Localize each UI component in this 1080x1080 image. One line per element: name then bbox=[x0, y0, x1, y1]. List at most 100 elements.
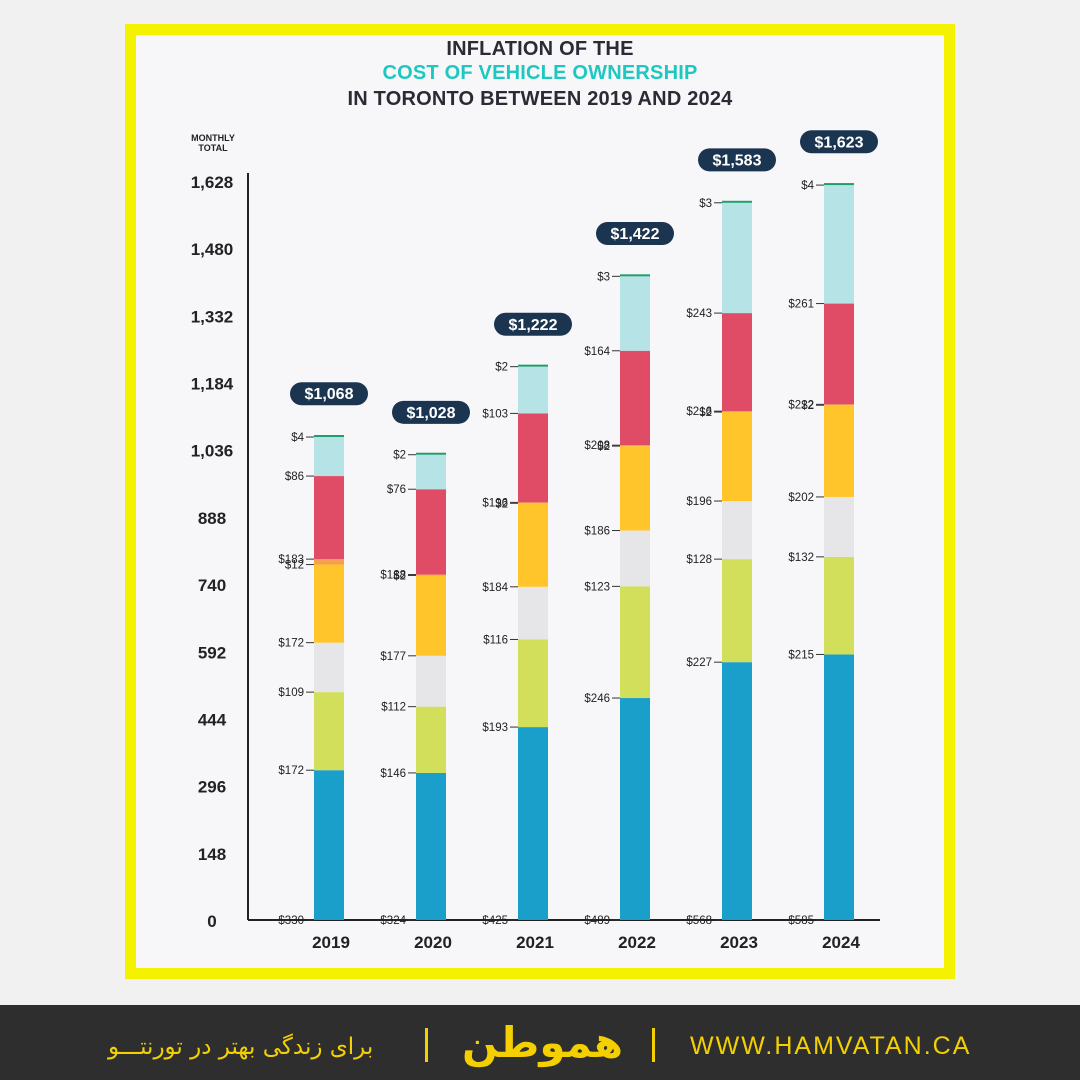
segment-value-label: $76 bbox=[387, 484, 406, 496]
x-tick-label: 2019 bbox=[312, 933, 350, 952]
segment-value-label: $261 bbox=[788, 299, 814, 311]
footer-separator bbox=[652, 1028, 655, 1062]
segment-value-label: $330 bbox=[278, 915, 304, 927]
bar-segment bbox=[518, 639, 548, 728]
y-tick-label: 592 bbox=[198, 643, 226, 662]
segment-value-label: $112 bbox=[381, 702, 406, 714]
segment-value-label: $3 bbox=[597, 271, 610, 283]
y-tick-label: 148 bbox=[198, 845, 226, 864]
segment-value-label: $4 bbox=[801, 180, 814, 192]
total-badge bbox=[494, 312, 572, 336]
segment-value-label: $202 bbox=[788, 492, 814, 504]
segment-value-label: $196 bbox=[482, 497, 508, 509]
segment-value-label: $4 bbox=[291, 432, 304, 444]
segment-value-label: $186 bbox=[584, 526, 610, 538]
bar-segment bbox=[416, 574, 446, 576]
bar-segment bbox=[722, 559, 752, 663]
bar-segment bbox=[620, 274, 650, 277]
chart-title-line3: IN TORONTO BETWEEN 2019 AND 2024 bbox=[347, 88, 733, 110]
bar-segment bbox=[518, 503, 548, 587]
y-tick-label: 1,036 bbox=[191, 442, 234, 461]
bar-segment bbox=[722, 202, 752, 314]
bar-segment bbox=[518, 586, 548, 640]
bar-segment bbox=[416, 772, 446, 920]
bar-segment bbox=[416, 454, 446, 490]
bar-segment bbox=[518, 727, 548, 920]
y-axis-label-line2: TOTAL bbox=[198, 143, 228, 153]
total-badge bbox=[698, 148, 776, 172]
total-label: $1,068 bbox=[305, 386, 354, 403]
segment-value-label: $227 bbox=[686, 657, 712, 669]
bar-segment bbox=[620, 445, 650, 447]
total-label: $1,222 bbox=[509, 317, 558, 334]
segment-value-label: $222 bbox=[788, 399, 814, 411]
segment-value-label: $128 bbox=[686, 554, 712, 566]
segment-value-label: $489 bbox=[584, 915, 610, 927]
bar-segment bbox=[722, 662, 752, 920]
bar-segment bbox=[620, 586, 650, 699]
segment-value-label: $216 bbox=[686, 406, 712, 418]
total-badge bbox=[596, 221, 674, 245]
x-tick-label: 2024 bbox=[822, 933, 860, 952]
segment-value-label: $164 bbox=[584, 346, 610, 358]
footer-separator bbox=[425, 1028, 428, 1062]
segment-value-label: $2 bbox=[495, 362, 508, 374]
y-tick-label: 1,628 bbox=[191, 173, 234, 192]
bar-segment bbox=[620, 530, 650, 587]
bar-segment bbox=[416, 655, 446, 707]
chart-title-line1: INFLATION OF THE bbox=[446, 38, 634, 60]
segment-value-label: $2 bbox=[699, 407, 712, 419]
segment-value-label: $116 bbox=[483, 634, 508, 646]
bar-segment bbox=[722, 200, 752, 203]
segment-value-label: $188 bbox=[380, 570, 406, 582]
segment-value-label: $243 bbox=[686, 308, 712, 320]
total-label: $1,028 bbox=[407, 405, 456, 422]
total-label: $1,623 bbox=[815, 134, 864, 151]
segment-value-label: $193 bbox=[482, 722, 508, 734]
segment-value-label: $172 bbox=[278, 765, 304, 777]
segment-value-label: $2 bbox=[801, 400, 814, 412]
segment-value-label: $568 bbox=[686, 915, 712, 927]
footer-bar bbox=[0, 1005, 1080, 1080]
bar-segment bbox=[722, 501, 752, 560]
y-axis-label-line1: MONTHLY bbox=[191, 133, 235, 143]
bar-segment bbox=[518, 502, 548, 504]
segment-value-label: $103 bbox=[482, 408, 508, 420]
segment-value-label: $12 bbox=[285, 560, 304, 572]
y-tick-label: 1,184 bbox=[191, 375, 234, 394]
total-badge bbox=[290, 382, 368, 406]
chart-title-line2: COST OF VEHICLE OWNERSHIP bbox=[382, 62, 698, 84]
bar-segment bbox=[416, 489, 446, 575]
segment-value-label: $109 bbox=[278, 687, 304, 699]
bar-segment bbox=[314, 435, 344, 438]
bar-segment bbox=[620, 350, 650, 446]
segment-value-label: $246 bbox=[584, 693, 610, 705]
bar-segment bbox=[518, 366, 548, 414]
total-label: $1,583 bbox=[713, 152, 762, 169]
footer-url[interactable]: WWW.HAMVATAN.CA bbox=[690, 1032, 972, 1060]
segment-value-label: $196 bbox=[686, 496, 712, 508]
bar-segment bbox=[824, 556, 854, 655]
segment-value-label: $132 bbox=[788, 552, 814, 564]
segment-value-label: $2 bbox=[597, 441, 610, 453]
y-tick-label: 888 bbox=[198, 509, 226, 528]
segment-value-label: $2 bbox=[393, 570, 406, 582]
bar-segment bbox=[314, 564, 344, 643]
segment-value-label: $183 bbox=[278, 554, 304, 566]
segment-value-label: $177 bbox=[380, 651, 406, 663]
segment-value-label: $172 bbox=[278, 638, 304, 650]
bar-segment bbox=[416, 452, 446, 455]
footer-slogan: برای زندگی بهتر در تورنتـــو bbox=[108, 1034, 374, 1060]
bar-segment bbox=[722, 313, 752, 412]
bar-segment bbox=[620, 446, 650, 531]
x-tick-label: 2023 bbox=[720, 933, 758, 952]
x-tick-label: 2022 bbox=[618, 933, 656, 952]
bar-segment bbox=[824, 496, 854, 557]
bar-segment bbox=[314, 692, 344, 771]
segment-value-label: $86 bbox=[285, 471, 304, 483]
bar-segment bbox=[824, 405, 854, 497]
bar-segment bbox=[518, 413, 548, 503]
segment-value-label: $208 bbox=[584, 440, 610, 452]
bar-segment bbox=[824, 303, 854, 405]
